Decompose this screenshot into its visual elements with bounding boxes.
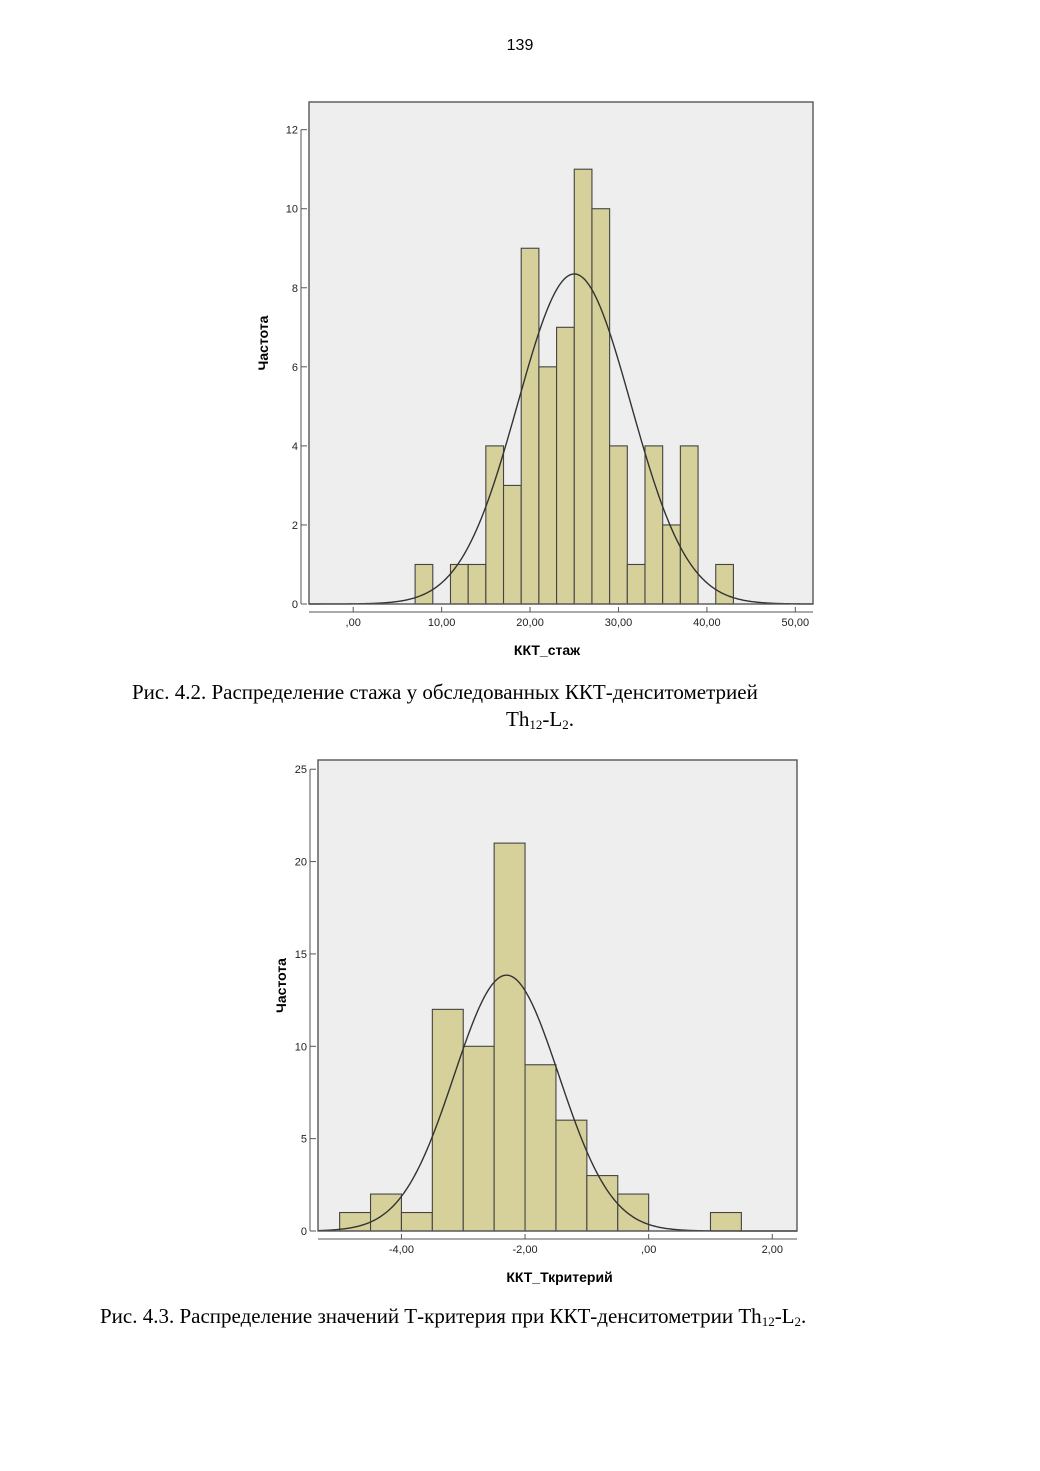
y-tick-label: 20	[295, 857, 307, 869]
histogram-bar	[414, 563, 434, 605]
caption-text: -L	[542, 707, 563, 731]
histogram-bar	[573, 168, 593, 605]
y-axis-title: Частота	[255, 315, 271, 370]
y-tick-label: 6	[292, 362, 298, 374]
x-tick-label: 30,00	[605, 617, 633, 629]
caption-text: .	[568, 707, 574, 731]
caption-subscript: 12	[529, 717, 543, 732]
x-tick-label: 2,00	[762, 1244, 783, 1256]
y-tick-label: 4	[292, 441, 298, 453]
histogram-bar	[609, 445, 628, 605]
histogram-bar	[662, 524, 681, 605]
x-tick-label: -4,00	[389, 1244, 414, 1256]
y-tick-label: 2	[292, 520, 298, 532]
histogram-bar	[617, 1193, 650, 1232]
caption-subscript: 2	[794, 1314, 802, 1329]
histogram-bar	[555, 1119, 588, 1232]
x-tick-label: 40,00	[693, 617, 721, 629]
plot-frame	[317, 759, 798, 1232]
histogram-bar	[485, 445, 505, 605]
normal-curve	[309, 273, 813, 605]
histogram-bar	[400, 1211, 433, 1232]
histogram-bar	[715, 563, 734, 605]
x-tick-label: ,00	[641, 1244, 656, 1256]
histogram-bar	[538, 366, 558, 605]
caption-subscript: 12	[761, 1314, 775, 1329]
x-axis-title: ККТ_стаж	[514, 642, 581, 658]
histogram-chart-work-experience: 0 2 4 6 8 10 12 ,00 10,00 20,00 30,00 40,00 50,00 ККТ…	[255, 101, 814, 658]
histogram-bar	[626, 563, 646, 605]
plot-frame	[308, 101, 814, 605]
histogram-bar	[467, 563, 487, 605]
caption-text: .	[801, 1304, 807, 1328]
histogram-bar	[431, 1008, 464, 1232]
x-axis-title: ККТ_Ткритерий	[506, 1269, 612, 1285]
histogram-bar	[493, 842, 526, 1232]
histogram-bar	[462, 1045, 495, 1232]
x-tick-label: -2,00	[513, 1244, 538, 1256]
y-tick-label: 12	[286, 125, 298, 137]
histogram-bar	[586, 1175, 619, 1232]
caption-line-2: Th12-L2.	[0, 706, 1040, 733]
y-tick-label: 0	[301, 1226, 307, 1238]
y-axis-title: Частота	[273, 958, 289, 1013]
y-tick-label: 0	[292, 599, 298, 611]
histogram-bar	[644, 445, 664, 605]
page-number: 139	[506, 37, 534, 54]
y-tick-label: 5	[301, 1134, 307, 1146]
histogram-bar	[520, 247, 540, 605]
x-tick-label: 20,00	[516, 617, 544, 629]
histogram-chart-t-score: 0 5 10 15 20 25 -4,00 -2,00 ,00 2,00 ККТ_Ткритерий…	[273, 759, 798, 1285]
x-tick-label: 10,00	[428, 617, 456, 629]
caption-subscript: 2	[562, 717, 569, 732]
caption-line-1: Рис. 4.2. Распределение стажа у обследов…	[132, 680, 758, 704]
histogram-bar	[709, 1211, 742, 1232]
figure-caption-4-2: Рис. 4.2. Распределение стажа у обследов…	[0, 679, 1040, 733]
y-tick-label: 25	[295, 764, 307, 776]
y-tick-label: 10	[295, 1041, 307, 1053]
x-tick-label: 50,00	[782, 617, 810, 629]
figure-caption-4-3: Рис. 4.3. Распределение значений Т-крите…	[0, 1303, 1040, 1330]
caption-text: Рис. 4.3. Распределение значений Т-крите…	[100, 1304, 762, 1328]
caption-text: -L	[774, 1304, 795, 1328]
histogram-bar	[679, 445, 699, 605]
histogram-bar	[502, 484, 522, 605]
histogram-bar	[524, 1064, 557, 1232]
caption-line: Рис. 4.3. Распределение значений Т-крите…	[0, 1303, 1040, 1330]
histogram-bar	[556, 326, 575, 605]
y-tick-label: 10	[286, 204, 298, 216]
caption-text: Th	[506, 707, 530, 731]
x-tick-label: ,00	[346, 617, 361, 629]
y-tick-label: 8	[292, 283, 298, 295]
y-tick-label: 15	[295, 949, 307, 961]
histogram-bar	[591, 208, 611, 605]
